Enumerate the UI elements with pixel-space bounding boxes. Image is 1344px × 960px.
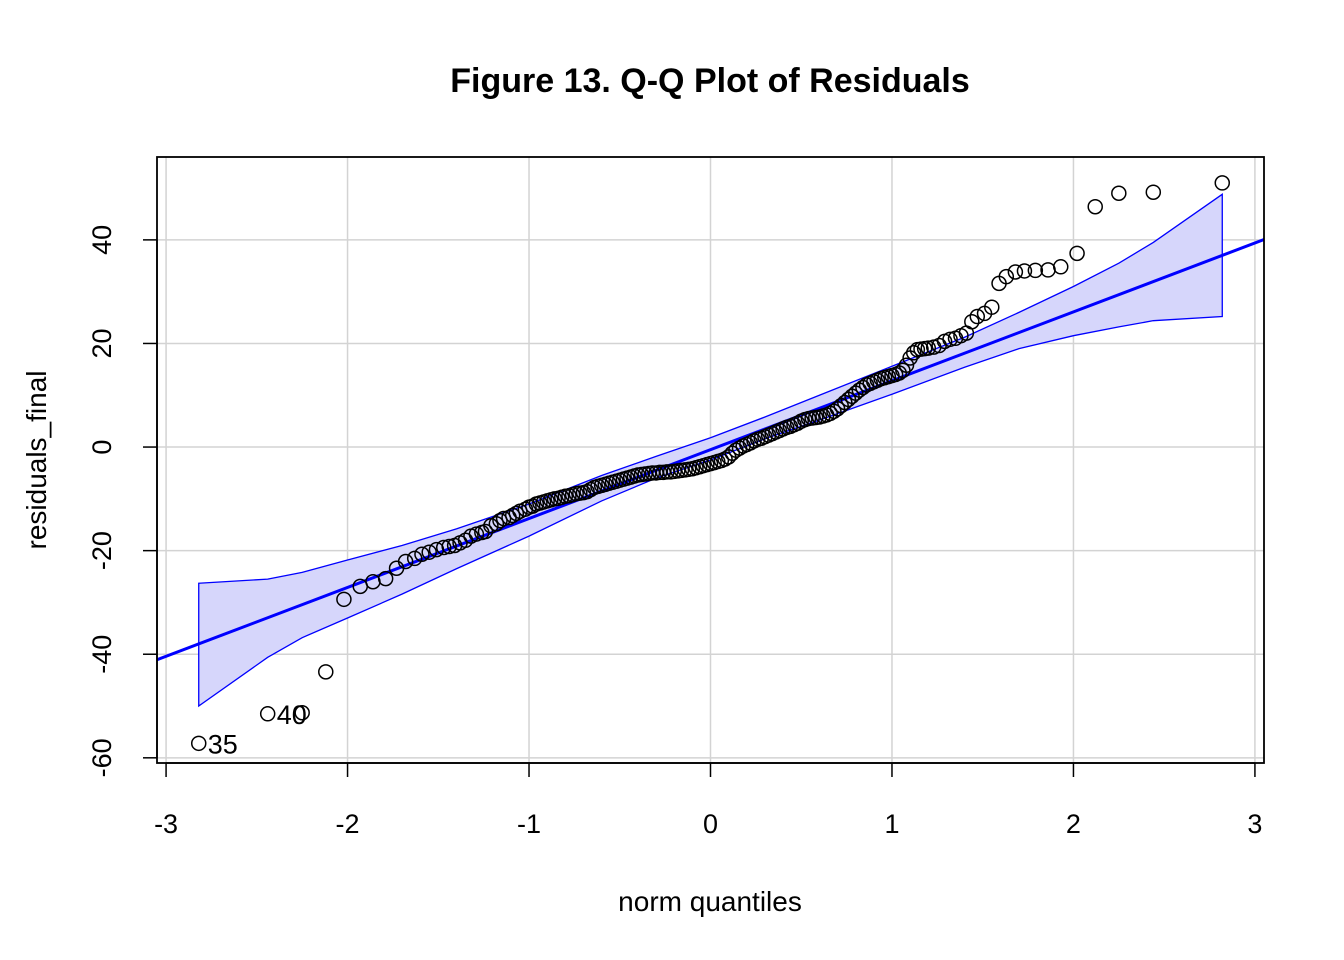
data-point — [397, 553, 414, 570]
grid — [157, 157, 1264, 763]
x-tick-label-4: 1 — [884, 809, 899, 839]
data-point — [942, 331, 958, 348]
x-tick-label-0: -3 — [154, 809, 178, 839]
data-point — [508, 505, 525, 522]
y-tick-label-2: -20 — [87, 531, 117, 570]
y-tick-label-3: 0 — [87, 440, 117, 455]
data-point — [421, 544, 437, 560]
data-point — [969, 308, 986, 325]
data-point — [1016, 263, 1033, 279]
x-axis: -3 -2 -1 0 1 2 3 — [154, 762, 1262, 839]
point-label-1: 40 — [277, 700, 307, 730]
y-tick-label-1: -40 — [87, 635, 117, 674]
x-tick-label-2: -1 — [517, 809, 541, 839]
y-tick-label-0: -60 — [87, 738, 117, 777]
data-point — [964, 313, 980, 330]
data-point — [377, 570, 394, 587]
x-tick-label-6: 3 — [1247, 809, 1262, 839]
y-tick-label-5: 40 — [87, 225, 117, 255]
x-axis-label: norm quantiles — [618, 886, 802, 917]
data-point — [1052, 259, 1069, 275]
data-point — [1145, 184, 1162, 200]
y-axis-label: residuals_final — [21, 371, 52, 550]
x-tick-label-1: -2 — [336, 809, 360, 839]
data-point — [742, 435, 759, 451]
reference-line — [157, 238, 1264, 662]
y-axis: -60 -40 -20 0 20 40 — [87, 225, 158, 777]
data-point — [1007, 264, 1024, 280]
data-point — [789, 415, 806, 431]
data-point — [435, 539, 452, 556]
data-point — [1111, 185, 1127, 202]
data-point — [895, 362, 911, 379]
data-point — [259, 706, 276, 722]
data-point — [582, 481, 599, 498]
point-labels-layer: 35 40 — [208, 700, 307, 760]
x-tick-label-5: 2 — [1066, 809, 1081, 839]
point-label-0: 35 — [208, 729, 238, 759]
data-point — [477, 523, 494, 540]
data-point — [1214, 175, 1231, 191]
data-point — [1087, 198, 1103, 215]
reference-line-layer — [157, 238, 1264, 662]
data-point — [920, 340, 937, 356]
data-point — [1027, 262, 1044, 279]
data-point — [441, 538, 457, 555]
data-point — [336, 591, 352, 608]
data-point — [318, 664, 334, 680]
data-point — [524, 498, 541, 514]
data-point — [998, 268, 1015, 285]
x-tick-label-3: 0 — [703, 809, 718, 839]
data-point — [1069, 245, 1085, 262]
data-point — [406, 550, 423, 567]
data-point — [1040, 262, 1056, 278]
y-tick-label-4: 20 — [87, 328, 117, 358]
data-point — [906, 345, 922, 361]
data-point — [190, 735, 207, 752]
data-point — [294, 705, 310, 721]
data-point — [898, 357, 915, 373]
data-point — [504, 507, 521, 524]
chart-title: Figure 13. Q-Q Plot of Residuals — [450, 62, 970, 100]
points-layer — [190, 175, 1231, 752]
data-point — [984, 299, 1000, 315]
data-point — [414, 546, 430, 563]
